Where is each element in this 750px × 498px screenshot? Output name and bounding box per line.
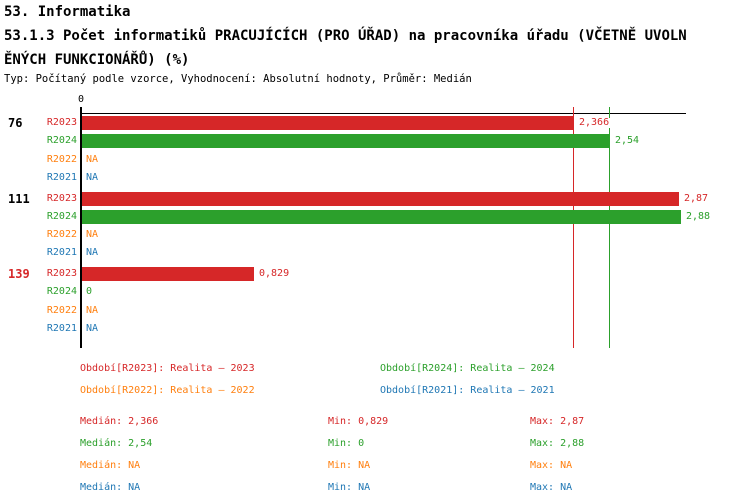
legend-item-R2021: Období[R2021]: Realita – 2021 bbox=[380, 385, 555, 396]
median-line-R2024 bbox=[609, 107, 610, 348]
bar-value-76-R2022: NA bbox=[86, 153, 99, 165]
series-label-76-R2023: R2023 bbox=[46, 117, 77, 128]
stat-min-R2024: Min: 0 bbox=[328, 438, 365, 449]
legend-item-R2022: Období[R2022]: Realita – 2022 bbox=[80, 385, 255, 396]
median-line-R2023 bbox=[573, 107, 574, 348]
page-subtitle-line2: ĚNÝCH FUNKCIONÁŘŮ) (%) bbox=[4, 52, 190, 68]
bar-value-111-R2021: NA bbox=[86, 247, 99, 259]
series-label-139-R2022: R2022 bbox=[46, 304, 77, 316]
stat-max-R2023: Max: 2,87 bbox=[530, 416, 585, 427]
bar-139-R2023 bbox=[82, 267, 254, 281]
bar-value-76-R2024: 2,54 bbox=[614, 135, 641, 147]
stat-max-R2022: Max: NA bbox=[530, 460, 573, 471]
bar-value-111-R2023: 2,87 bbox=[683, 192, 710, 204]
legend-item-R2024: Období[R2024]: Realita – 2024 bbox=[380, 363, 555, 374]
stat-median-R2022: Medián: NA bbox=[80, 460, 141, 471]
series-label-111-R2024: R2024 bbox=[46, 210, 77, 222]
bar-value-76-R2021: NA bbox=[86, 171, 99, 183]
x-axis-line bbox=[81, 113, 686, 114]
bar-value-76-R2023: 2,366 bbox=[578, 117, 611, 128]
page-meta: Typ: Počítaný podle vzorce, Vyhodnocení:… bbox=[4, 73, 472, 85]
bar-76-R2023 bbox=[82, 116, 574, 130]
stat-median-R2023: Medián: 2,366 bbox=[80, 416, 159, 427]
group-label-111: 111 bbox=[8, 191, 30, 206]
y-axis-line bbox=[80, 107, 82, 348]
stat-min-R2023: Min: 0,829 bbox=[328, 416, 389, 427]
series-label-76-R2024: R2024 bbox=[46, 135, 77, 147]
series-label-139-R2023: R2023 bbox=[46, 268, 77, 279]
series-label-76-R2021: R2021 bbox=[46, 171, 77, 183]
series-label-139-R2021: R2021 bbox=[46, 322, 77, 334]
series-label-111-R2021: R2021 bbox=[46, 247, 77, 259]
bar-value-139-R2023: 0,829 bbox=[258, 268, 291, 279]
bar-value-139-R2024: 0 bbox=[86, 286, 93, 298]
bar-111-R2023 bbox=[82, 191, 679, 206]
stat-median-R2024: Medián: 2,54 bbox=[80, 438, 153, 449]
series-label-139-R2024: R2024 bbox=[46, 286, 77, 298]
bar-111-R2024 bbox=[82, 209, 681, 224]
stat-max-R2024: Max: 2,88 bbox=[530, 438, 585, 449]
series-label-111-R2022: R2022 bbox=[46, 229, 77, 241]
stat-min-R2022: Min: NA bbox=[328, 460, 371, 471]
bar-76-R2024 bbox=[82, 134, 610, 149]
series-label-76-R2022: R2022 bbox=[46, 153, 77, 165]
bar-value-111-R2024: 2,88 bbox=[685, 210, 712, 222]
stat-min-R2021: Min: NA bbox=[328, 482, 371, 493]
series-label-111-R2023: R2023 bbox=[46, 192, 77, 204]
bar-value-111-R2022: NA bbox=[86, 229, 99, 241]
legend-item-R2023: Období[R2023]: Realita – 2023 bbox=[80, 363, 255, 374]
page-title: 53. Informatika bbox=[4, 4, 131, 20]
group-label-76: 76 bbox=[8, 116, 23, 130]
bar-value-139-R2022: NA bbox=[86, 304, 99, 316]
group-label-139: 139 bbox=[8, 267, 30, 281]
stat-max-R2021: Max: NA bbox=[530, 482, 573, 493]
page-subtitle-line1: 53.1.3 Počet informatiků PRACUJÍCÍCH (PR… bbox=[4, 28, 687, 44]
x-axis-zero-label: 0 bbox=[77, 94, 85, 105]
bar-value-139-R2021: NA bbox=[86, 322, 99, 334]
stat-median-R2021: Medián: NA bbox=[80, 482, 141, 493]
